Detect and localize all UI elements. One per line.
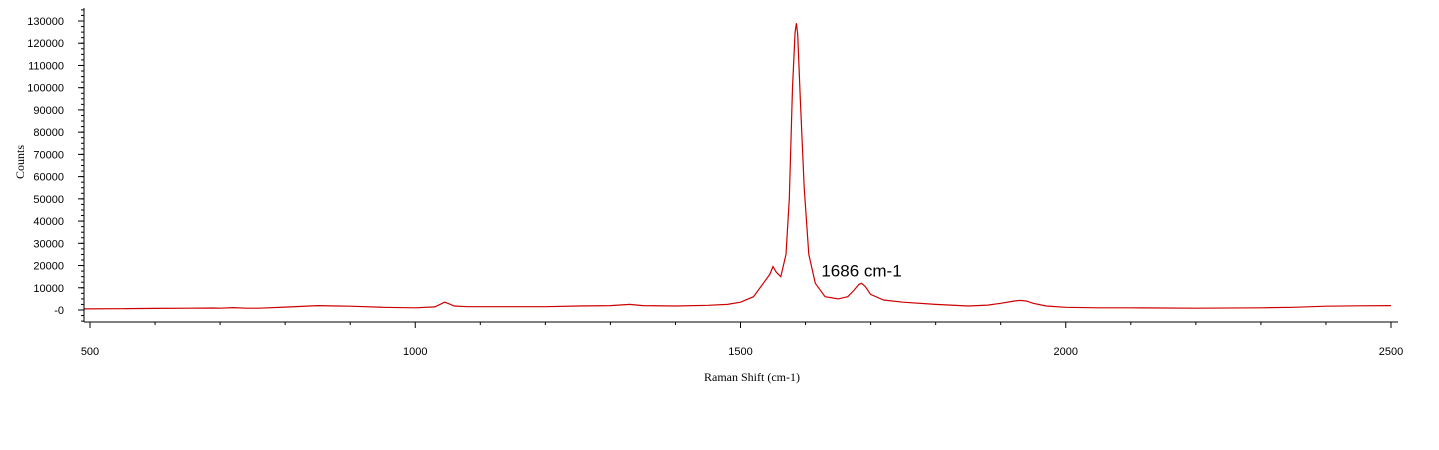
y-tick-label: 30000 xyxy=(33,238,64,250)
y-tick-label: 100000 xyxy=(27,83,64,95)
x-axis-title: Raman Shift (cm-1) xyxy=(704,370,800,384)
y-tick-label: 110000 xyxy=(28,60,64,72)
y-tick-label: 20000 xyxy=(33,261,64,273)
peak-annotation: 1686 cm-1 xyxy=(821,261,901,280)
y-axis-ticks: -0 10000 20000 30000 40000 50000 60000 70000 800… xyxy=(27,9,84,322)
y-tick-label: -0 xyxy=(54,305,64,317)
y-tick-label: 40000 xyxy=(33,216,64,228)
spectrum-line xyxy=(83,23,1392,310)
y-axis-title: Counts xyxy=(13,145,27,179)
y-tick-label: 90000 xyxy=(33,105,64,117)
y-tick-label: 70000 xyxy=(33,149,64,161)
x-tick-label: 500 xyxy=(81,346,99,358)
x-tick-label: 1500 xyxy=(728,346,752,358)
y-tick-label: 130000 xyxy=(27,16,64,28)
x-tick-label: 2500 xyxy=(1379,346,1403,358)
y-tick-label: 80000 xyxy=(33,127,64,139)
y-tick-label: 120000 xyxy=(27,38,64,50)
x-axis-ticks: 500 1000 1500 2000 2500 xyxy=(81,322,1403,358)
y-tick-label: 60000 xyxy=(33,172,64,184)
y-tick-label: 10000 xyxy=(33,283,64,295)
y-tick-label: 50000 xyxy=(33,194,64,206)
x-tick-label: 2000 xyxy=(1054,346,1078,358)
x-tick-label: 1000 xyxy=(403,346,427,358)
